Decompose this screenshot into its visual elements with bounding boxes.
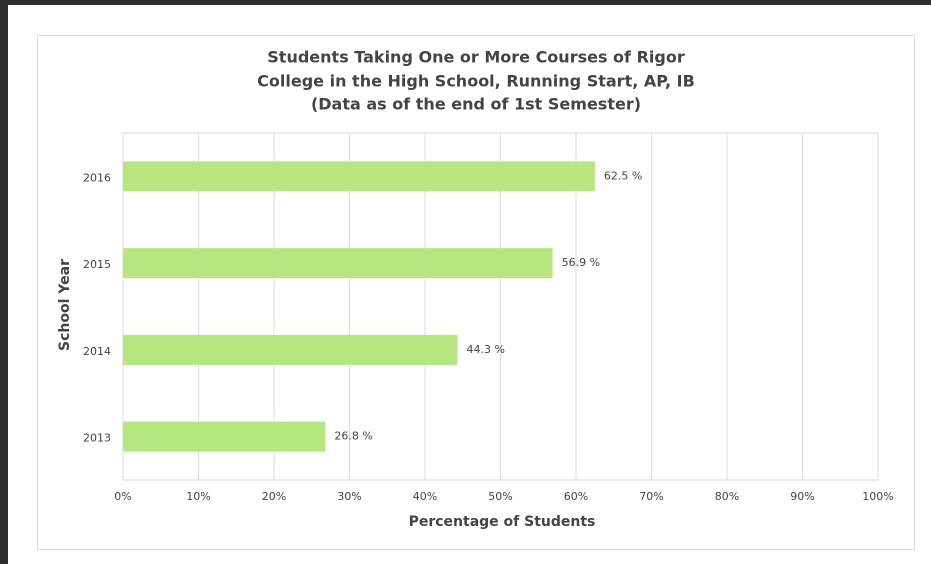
chart-title: Students Taking One or More Courses of R… [267, 48, 685, 67]
y-tick-label: 2015 [83, 258, 111, 271]
chart-title: (Data as of the end of 1st Semester) [311, 95, 641, 114]
bar [123, 334, 458, 365]
x-tick-label: 20% [262, 490, 286, 503]
value-label: 26.8 % [334, 430, 372, 443]
x-tick-label: 30% [337, 490, 361, 503]
y-tick-label: 2014 [83, 345, 111, 358]
value-label: 62.5 % [604, 169, 642, 182]
bar [123, 421, 326, 452]
x-tick-label: 60% [564, 490, 588, 503]
x-axis-title: Percentage of Students [409, 514, 596, 530]
chart-frame [37, 35, 915, 550]
y-tick-label: 2016 [83, 171, 111, 184]
value-label: 44.3 % [466, 343, 504, 356]
y-axis-title: School Year [57, 259, 73, 351]
x-tick-label: 40% [413, 490, 437, 503]
x-tick-label: 0% [114, 490, 131, 503]
chart-title: College in the High School, Running Star… [257, 72, 695, 91]
bar [123, 248, 553, 279]
x-tick-label: 80% [715, 490, 739, 503]
x-tick-label: 10% [186, 490, 210, 503]
x-tick-label: 90% [790, 490, 814, 503]
x-tick-label: 50% [488, 490, 512, 503]
y-tick-label: 2013 [83, 432, 111, 445]
bar [123, 161, 595, 192]
x-tick-label: 70% [639, 490, 663, 503]
x-tick-label: 100% [862, 490, 893, 503]
value-label: 56.9 % [562, 256, 600, 269]
